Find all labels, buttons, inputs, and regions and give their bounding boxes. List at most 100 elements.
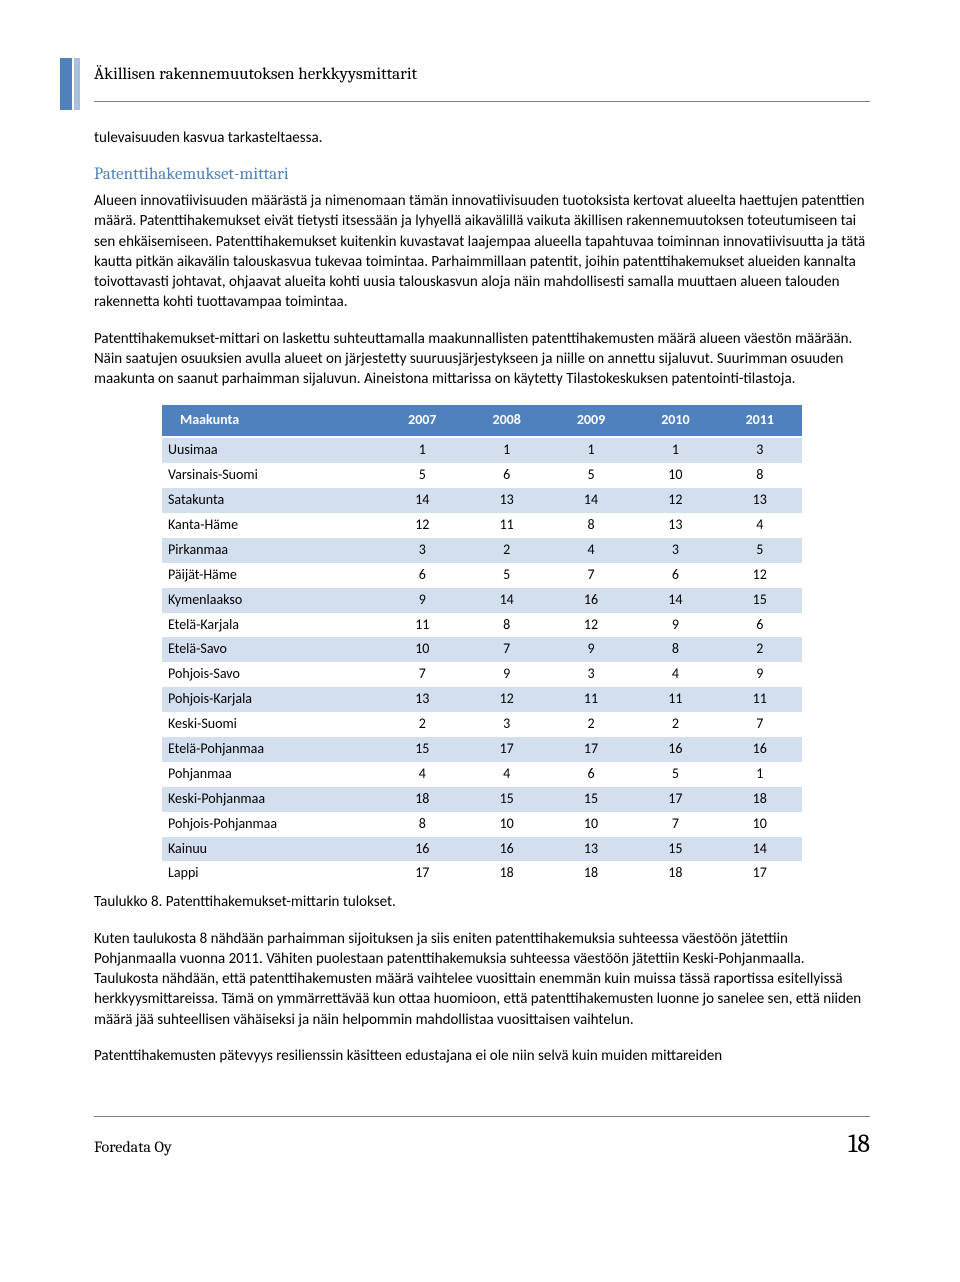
table-cell: 1 (718, 762, 802, 787)
table-cell: 17 (380, 861, 464, 886)
page-header-title: Äkillisen rakennemuutoksen herkkyysmitta… (94, 64, 870, 87)
table-row: Pohjois-Karjala1312111111 (162, 687, 802, 712)
table-cell: Etelä-Savo (162, 637, 380, 662)
table-cell: 1 (633, 437, 717, 463)
col-header: 2008 (464, 405, 548, 437)
table-cell: 3 (464, 712, 548, 737)
table-cell: 10 (718, 812, 802, 837)
table-row: Keski-Pohjanmaa1815151718 (162, 787, 802, 812)
table-cell: 8 (549, 513, 633, 538)
table-cell: 8 (633, 637, 717, 662)
table-cell: 16 (633, 737, 717, 762)
table-cell: 8 (464, 613, 548, 638)
table-cell: Lappi (162, 861, 380, 886)
table-cell: 13 (464, 488, 548, 513)
data-table: Maakunta 2007 2008 2009 2010 2011 Uusima… (162, 405, 802, 886)
table-cell: 14 (633, 588, 717, 613)
table-cell: 12 (549, 613, 633, 638)
table-row: Kanta-Häme12118134 (162, 513, 802, 538)
table-cell: 15 (380, 737, 464, 762)
page-header: Äkillisen rakennemuutoksen herkkyysmitta… (94, 58, 870, 102)
table-cell: 7 (633, 812, 717, 837)
page-content: tulevaisuuden kasvua tarkasteltaessa. Pa… (94, 128, 870, 1162)
page-footer: Foredata Oy 18 (94, 1116, 870, 1162)
table-cell: Etelä-Karjala (162, 613, 380, 638)
table-cell: 13 (380, 687, 464, 712)
table-cell: Päijät-Häme (162, 563, 380, 588)
table-cell: 14 (718, 837, 802, 862)
table-cell: 9 (380, 588, 464, 613)
table-cell: 13 (633, 513, 717, 538)
table-cell: Etelä-Pohjanmaa (162, 737, 380, 762)
table-cell: 8 (718, 463, 802, 488)
table-cell: Pohjanmaa (162, 762, 380, 787)
table-row: Pohjanmaa44651 (162, 762, 802, 787)
table-cell: 6 (549, 762, 633, 787)
table-row: Pohjois-Savo79349 (162, 662, 802, 687)
table-cell: 15 (464, 787, 548, 812)
table-cell: 5 (549, 463, 633, 488)
table-caption: Taulukko 8. Patenttihakemukset-mittarin … (94, 892, 870, 912)
col-header: 2010 (633, 405, 717, 437)
table-cell: 7 (464, 637, 548, 662)
table-cell: 6 (464, 463, 548, 488)
table-cell: 16 (464, 837, 548, 862)
table-cell: 5 (464, 563, 548, 588)
table-cell: Keski-Suomi (162, 712, 380, 737)
col-header: 2007 (380, 405, 464, 437)
table-cell: 12 (380, 513, 464, 538)
table-cell: 15 (549, 787, 633, 812)
table-cell: 17 (718, 861, 802, 886)
table-cell: 12 (718, 563, 802, 588)
table-cell: 14 (549, 488, 633, 513)
footer-company: Foredata Oy (94, 1137, 172, 1159)
table-cell: 2 (549, 712, 633, 737)
table-cell: Kymenlaakso (162, 588, 380, 613)
table-header: Maakunta 2007 2008 2009 2010 2011 (162, 405, 802, 437)
table-cell: 4 (549, 538, 633, 563)
table-cell: 10 (549, 812, 633, 837)
footer-page-number: 18 (848, 1127, 870, 1162)
table-row: Etelä-Pohjanmaa1517171616 (162, 737, 802, 762)
table-cell: 10 (633, 463, 717, 488)
paragraph-2: Patenttihakemukset-mittari on laskettu s… (94, 329, 870, 390)
paragraph-3: Kuten taulukosta 8 nähdään parhaimman si… (94, 929, 870, 1030)
table-cell: 11 (633, 687, 717, 712)
table-cell: 1 (380, 437, 464, 463)
table-cell: 2 (464, 538, 548, 563)
table-row: Pohjois-Pohjanmaa81010710 (162, 812, 802, 837)
table-cell: 3 (549, 662, 633, 687)
table-cell: 18 (718, 787, 802, 812)
table-row: Satakunta1413141213 (162, 488, 802, 513)
table-cell: 5 (633, 762, 717, 787)
intro-line: tulevaisuuden kasvua tarkasteltaessa. (94, 128, 870, 148)
table-cell: Pohjois-Karjala (162, 687, 380, 712)
table-cell: 1 (549, 437, 633, 463)
table-cell: 16 (718, 737, 802, 762)
table-cell: 6 (380, 563, 464, 588)
table-cell: 5 (718, 538, 802, 563)
col-header: 2009 (549, 405, 633, 437)
table-cell: 10 (380, 637, 464, 662)
table-cell: 7 (549, 563, 633, 588)
table-cell: 2 (380, 712, 464, 737)
table-cell: 4 (380, 762, 464, 787)
table-cell: 18 (549, 861, 633, 886)
table-cell: 17 (549, 737, 633, 762)
table-cell: 4 (718, 513, 802, 538)
table-row: Keski-Suomi23227 (162, 712, 802, 737)
table-cell: 18 (380, 787, 464, 812)
table-cell: 6 (718, 613, 802, 638)
col-header: Maakunta (162, 405, 380, 437)
table-cell: 15 (718, 588, 802, 613)
table-cell: 18 (464, 861, 548, 886)
table-cell: 13 (549, 837, 633, 862)
table-row: Päijät-Häme657612 (162, 563, 802, 588)
table-row: Etelä-Karjala1181296 (162, 613, 802, 638)
table-row: Uusimaa11113 (162, 437, 802, 463)
table-cell: 17 (633, 787, 717, 812)
table-cell: 16 (549, 588, 633, 613)
table-cell: 15 (633, 837, 717, 862)
table-cell: Varsinais-Suomi (162, 463, 380, 488)
table-cell: 11 (549, 687, 633, 712)
